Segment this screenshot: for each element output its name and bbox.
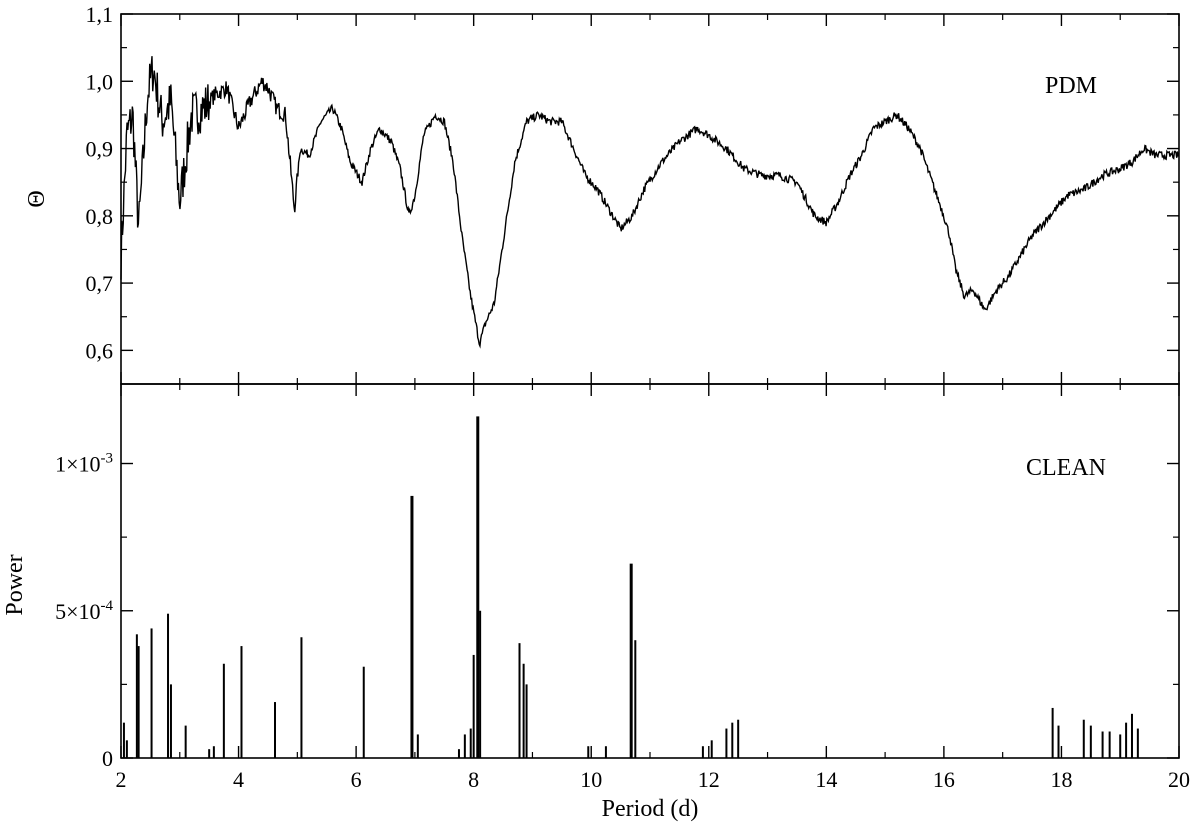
clean-bar xyxy=(1125,722,1128,758)
clean-bar xyxy=(634,640,637,758)
pdm-y-tick-label: 1,0 xyxy=(86,69,114,94)
clean-y-tick-labels: 0 5×10-4 1×10-3 xyxy=(55,451,113,771)
x-tick-label: 10 xyxy=(580,767,602,792)
clean-bar xyxy=(1130,713,1133,758)
clean-bar xyxy=(274,702,276,758)
clean-bar xyxy=(1101,731,1104,758)
clean-bar xyxy=(212,746,215,758)
x-tick-label: 2 xyxy=(116,767,127,792)
clean-bar xyxy=(737,719,740,758)
clean-y-tick-label: 5×10-4 xyxy=(55,598,113,624)
x-tick-label: 6 xyxy=(351,767,362,792)
clean-bar xyxy=(125,740,128,758)
clean-bar xyxy=(410,495,414,758)
x-axis-title: Period (d) xyxy=(602,796,699,822)
clean-bar xyxy=(222,663,225,758)
clean-bar xyxy=(300,637,303,758)
clean-bar xyxy=(150,628,153,758)
pdm-panel: 0,6 0,7 0,8 0,9 1,0 1,1 PDM Θ xyxy=(24,2,1180,385)
clean-bar xyxy=(525,684,528,758)
clean-bar xyxy=(1108,731,1111,758)
clean-bar xyxy=(362,666,365,758)
pdm-y-tick-label: 0,7 xyxy=(86,271,114,296)
x-tick-label: 14 xyxy=(815,767,837,792)
x-tick-label: 8 xyxy=(468,767,479,792)
pdm-y-tick-labels: 0,6 0,7 0,8 0,9 1,0 1,1 xyxy=(86,2,114,363)
clean-bar xyxy=(1082,719,1085,758)
clean-bar xyxy=(208,749,211,758)
x-tick-labels: 2 4 6 8 10 12 14 16 18 20 xyxy=(116,767,1191,792)
clean-bar xyxy=(522,663,525,758)
x-tick-label: 20 xyxy=(1168,767,1190,792)
clean-bar xyxy=(169,684,172,758)
clean-panel-label: CLEAN xyxy=(1026,455,1106,481)
pdm-y-tick-label: 1,1 xyxy=(86,2,114,27)
pdm-y-tick-label: 0,6 xyxy=(86,338,114,363)
clean-bar xyxy=(135,634,138,758)
clean-bar xyxy=(518,643,521,758)
x-tick-label: 4 xyxy=(233,767,244,792)
clean-bar xyxy=(137,646,140,758)
clean-bar xyxy=(457,749,460,758)
pdm-y-tick-label: 0,8 xyxy=(86,204,114,229)
clean-bar xyxy=(416,734,419,758)
x-tick-label: 12 xyxy=(698,767,720,792)
clean-bar xyxy=(1119,734,1122,758)
clean-bar xyxy=(184,725,187,758)
clean-bar xyxy=(629,563,633,758)
clean-bar xyxy=(701,746,704,758)
pdm-panel-label: PDM xyxy=(1045,73,1097,99)
x-tick-label: 16 xyxy=(933,767,955,792)
x-tick-label: 18 xyxy=(1050,767,1072,792)
clean-ticks xyxy=(120,384,1180,759)
pdm-plot-frame xyxy=(120,13,1180,385)
clean-bar xyxy=(1136,728,1139,758)
clean-bar xyxy=(587,746,590,758)
clean-bar xyxy=(476,416,480,758)
clean-bar xyxy=(469,728,472,758)
clean-bar xyxy=(1089,725,1092,758)
clean-bar xyxy=(167,613,170,758)
clean-y-axis-title: Power xyxy=(2,554,28,615)
pdm-ticks xyxy=(120,13,1180,384)
clean-panel: 0 5×10-4 1×10-3 2 4 6 8 10 12 14 16 18 20 CLEAN Pow… xyxy=(2,383,1191,822)
clean-bar xyxy=(479,610,482,758)
clean-bar xyxy=(240,646,243,758)
clean-bar xyxy=(604,746,607,758)
clean-y-tick-label: 0 xyxy=(102,746,113,771)
clean-bar xyxy=(122,722,125,758)
clean-bar xyxy=(463,734,466,758)
pdm-y-axis-title: Θ xyxy=(24,190,50,207)
clean-bar xyxy=(731,722,734,758)
clean-bar xyxy=(710,740,713,758)
pdm-y-tick-label: 0,9 xyxy=(86,137,114,162)
clean-y-tick-label: 1×10-3 xyxy=(55,451,113,477)
clean-plot-frame xyxy=(120,383,1180,759)
clean-bars xyxy=(122,416,1139,758)
clean-bar xyxy=(1057,725,1060,758)
clean-bar xyxy=(1051,707,1054,758)
clean-bar xyxy=(472,654,475,758)
clean-bar xyxy=(725,728,728,758)
pdm-series-line xyxy=(120,56,1180,349)
